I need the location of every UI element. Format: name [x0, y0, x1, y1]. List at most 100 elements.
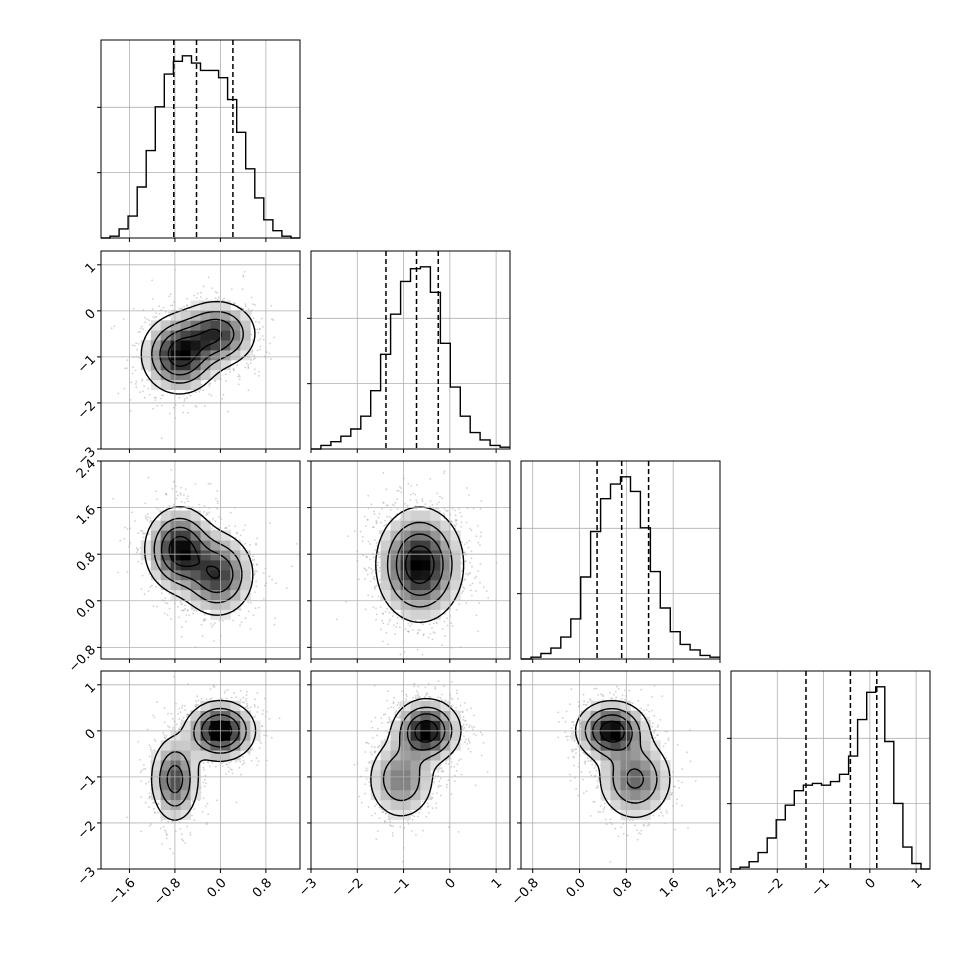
pair-panel-0-2 [112, 469, 298, 648]
scatter-point [234, 525, 237, 528]
scatter-point [208, 393, 211, 395]
scatter-point [124, 526, 126, 529]
scatter-point [372, 570, 374, 572]
scatter-point [391, 503, 394, 506]
scatter-point [358, 578, 360, 581]
density-cell [220, 350, 231, 361]
scatter-point [375, 542, 378, 544]
scatter-point [225, 526, 227, 529]
contour-line [159, 318, 235, 376]
scatter-point [367, 540, 370, 543]
density-cells [140, 300, 251, 390]
density-cell [220, 569, 231, 581]
density-cell [240, 320, 251, 331]
scatter-point [395, 626, 398, 628]
density-cell [200, 530, 211, 541]
scatter-point [208, 385, 211, 388]
scatter-point [205, 782, 208, 785]
scatter-point [467, 573, 469, 576]
density-cell [160, 320, 171, 331]
scatter-point [377, 595, 380, 598]
scatter-point [429, 500, 432, 502]
scatter-point [210, 394, 213, 397]
density-cell [420, 540, 431, 551]
scatter-point [416, 501, 419, 504]
scatter-point [139, 330, 141, 333]
scatter-point [214, 380, 217, 382]
scatter-point [470, 529, 473, 532]
scatter-point [203, 620, 205, 622]
scatter-point [379, 521, 382, 524]
density-cell [210, 320, 221, 331]
density-cell [190, 369, 201, 381]
scatter-point [218, 516, 221, 518]
scatter-point [389, 509, 392, 511]
scatter-point [169, 304, 172, 307]
scatter-point [110, 327, 113, 330]
density-cell [220, 359, 231, 371]
scatter-point [144, 532, 147, 535]
scatter-point [225, 527, 228, 529]
scatter-point [475, 535, 478, 538]
scatter-point [386, 516, 388, 518]
scatter-point [187, 495, 189, 497]
scatter-point [238, 378, 241, 381]
scatter-point [429, 633, 432, 635]
scatter-point [245, 362, 248, 365]
scatter-point [366, 573, 369, 576]
scatter-point [196, 695, 199, 698]
scatter-point [189, 394, 192, 397]
scatter-point [151, 298, 154, 300]
scatter-point [230, 288, 233, 291]
scatter-point [270, 358, 272, 360]
scatter-point [378, 530, 381, 533]
scatter-point [465, 602, 468, 604]
scatter-point [253, 558, 256, 561]
density-cell [190, 340, 201, 351]
scatter-point [122, 318, 125, 320]
scatter-point [178, 616, 180, 619]
scatter-point [157, 508, 160, 511]
scatter-point [224, 690, 227, 692]
scatter-point [436, 622, 438, 624]
scatter-point [370, 572, 373, 574]
scatter-point [236, 364, 239, 367]
density-cell [170, 330, 181, 341]
scatter-point [124, 367, 126, 370]
scatter-point [183, 501, 186, 504]
scatter-point [177, 606, 179, 608]
scatter-point [385, 504, 388, 507]
scatter-point [186, 609, 189, 612]
scatter-point [203, 785, 206, 788]
scatter-point [399, 653, 402, 656]
scatter-point [364, 515, 366, 518]
scatter-point [164, 311, 167, 313]
scatter-point [254, 304, 256, 306]
density-cell [200, 340, 211, 351]
density-cell [440, 560, 451, 571]
density-cell [180, 369, 191, 381]
scatter-point [142, 390, 144, 393]
scatter-point [239, 534, 242, 537]
scatter-point [148, 533, 151, 536]
scatter-point [487, 597, 490, 599]
scatter-point [254, 570, 257, 572]
scatter-point [407, 483, 410, 485]
scatter-point [214, 297, 217, 300]
scatter-point [475, 614, 478, 617]
scatter-point [244, 303, 247, 305]
pair-density-layer [110, 269, 697, 863]
scatter-point [468, 572, 470, 575]
scatter-point [206, 513, 209, 516]
scatter-point [479, 581, 481, 584]
scatter-point [133, 344, 136, 347]
scatter-point [271, 578, 273, 581]
scatter-point [144, 321, 147, 324]
scatter-point [235, 801, 238, 804]
scatter-point [243, 271, 246, 273]
density-cell [410, 560, 421, 571]
scatter-point [249, 601, 252, 604]
scatter-point [153, 807, 155, 810]
scatter-point [244, 366, 247, 369]
scatter-point [269, 342, 271, 345]
